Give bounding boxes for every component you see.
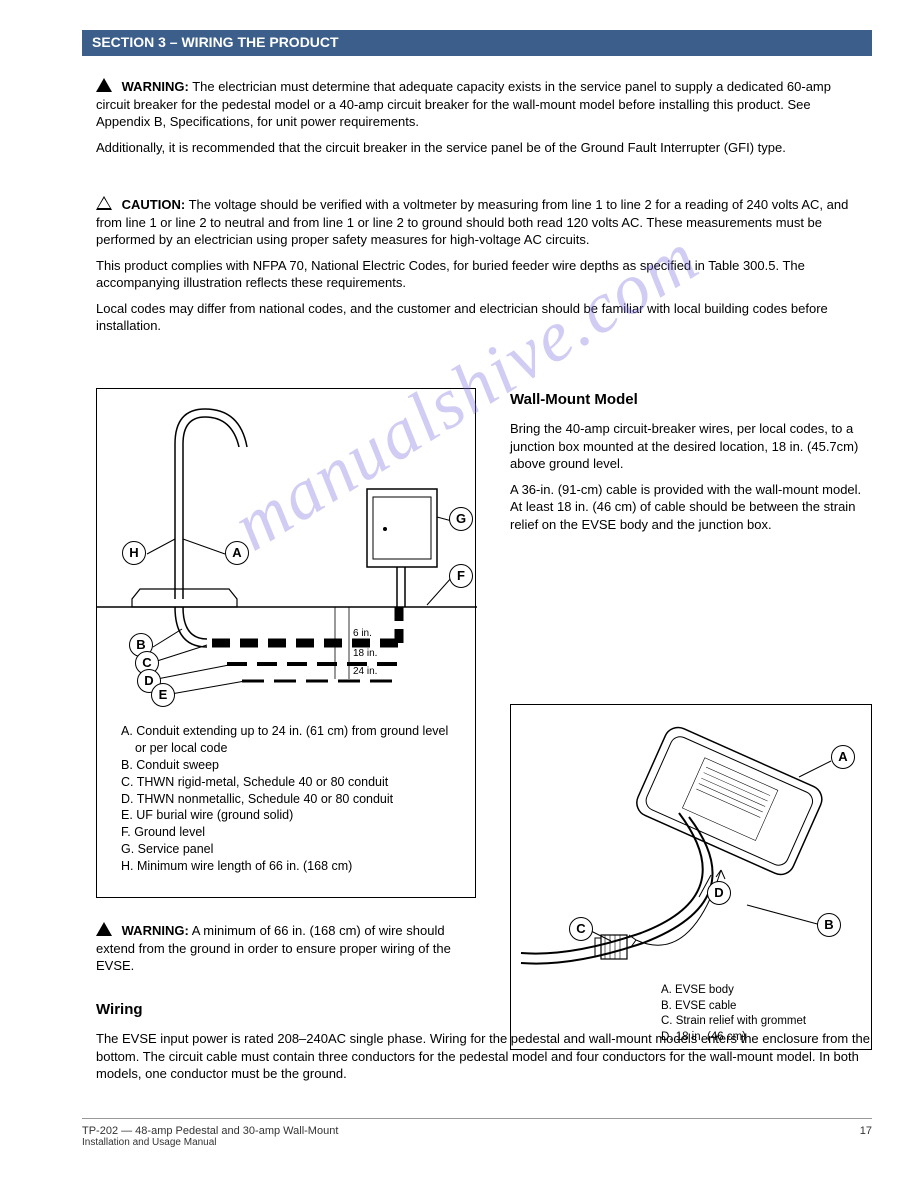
fig1-dim-6: 6 in. [353, 627, 372, 641]
wiring-block: Wiring The EVSE input power is rated 208… [96, 1000, 870, 1083]
fig2-item-A: A. EVSE body [661, 983, 861, 999]
fig1-item-E: E. UF burial wire (ground solid) [121, 807, 461, 824]
caution-1-text: The voltage should be verified with a vo… [96, 197, 848, 247]
figure-2-diagram [511, 705, 873, 985]
fig1-item-B: B. Conduit sweep [121, 757, 461, 774]
warning-2: WARNING: A minimum of 66 in. (168 cm) of… [96, 922, 476, 975]
fig1-item-C: C. THWN rigid-metal, Schedule 40 or 80 c… [121, 774, 461, 791]
caution-1-p1: This product complies with NFPA 70, Nati… [96, 258, 805, 291]
warning-2-heading: WARNING: [122, 923, 189, 938]
wallmount-p1: Bring the 40-amp circuit-breaker wires, … [510, 420, 872, 473]
warning-1-heading: WARNING: [122, 79, 189, 94]
wallmount-title: Wall-Mount Model [510, 390, 872, 410]
wallmount-block: Wall-Mount Model Bring the 40-amp circui… [510, 390, 872, 534]
warning-1-text: The electrician must determine that adeq… [96, 79, 831, 129]
fig2-label-A: A [831, 745, 855, 769]
fig1-item-G: G. Service panel [121, 841, 461, 858]
fig1-item-D: D. THWN nonmetallic, Schedule 40 or 80 c… [121, 791, 461, 808]
fig2-label-B: B [817, 913, 841, 937]
wiring-text: The EVSE input power is rated 208–240AC … [96, 1030, 870, 1083]
fig1-dim-24: 24 in. [353, 665, 377, 679]
warning-icon-2 [96, 922, 112, 936]
footer-sub: Installation and Usage Manual [82, 1137, 872, 1148]
fig1-label-A: A [225, 541, 249, 565]
warning-1: WARNING: The electrician must determine … [96, 78, 866, 156]
fig2-label-C: C [569, 917, 593, 941]
fig1-label-H: H [122, 541, 146, 565]
footer-left: TP-202 — 48-amp Pedestal and 30-amp Wall… [82, 1125, 338, 1137]
warning-icon [96, 78, 112, 92]
fig1-item-F: F. Ground level [121, 824, 461, 841]
fig1-dim-18: 18 in. [353, 647, 377, 661]
fig1-label-F: F [449, 564, 473, 588]
caution-icon [96, 196, 112, 210]
fig1-label-G: G [449, 507, 473, 531]
figure-2: A B C D A. EVSE body B. EVSE cable C. St… [510, 704, 872, 1050]
warning-1-note: Additionally, it is recommended that the… [96, 140, 786, 155]
section-header: SECTION 3 – WIRING THE PRODUCT [82, 30, 872, 56]
wiring-title: Wiring [96, 1000, 870, 1020]
wallmount-p2: A 36-in. (91-cm) cable is provided with … [510, 481, 872, 534]
caution-1-p2: Local codes may differ from national cod… [96, 301, 828, 334]
caution-1-heading: CAUTION: [122, 197, 186, 212]
fig1-legend: A. Conduit extending up to 24 in. (61 cm… [121, 723, 461, 875]
caution-1: CAUTION: The voltage should be verified … [96, 196, 866, 335]
footer-page: 17 [860, 1125, 872, 1137]
fig1-label-E: E [151, 683, 175, 707]
fig2-label-D: D [707, 881, 731, 905]
fig1-item-H: H. Minimum wire length of 66 in. (168 cm… [121, 858, 461, 875]
page-footer: TP-202 — 48-amp Pedestal and 30-amp Wall… [82, 1118, 872, 1148]
fig1-item-A: A. Conduit extending up to 24 in. (61 cm… [121, 723, 461, 757]
figure-1: 6 in. 18 in. 24 in. A H B C D E F G A. C… [96, 388, 476, 898]
